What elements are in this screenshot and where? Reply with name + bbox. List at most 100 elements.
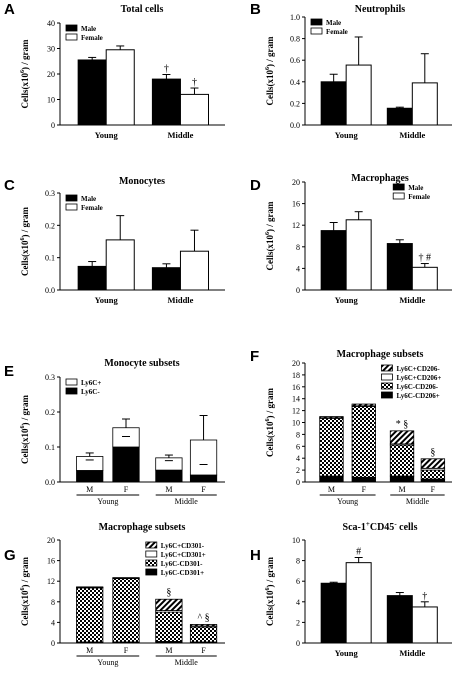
bar-label: M (328, 485, 335, 494)
significance-mark: † (164, 64, 169, 75)
y-tick-label: 0.2 (45, 408, 55, 417)
group-label: Middle (175, 497, 199, 506)
x-category-label: Middle (167, 295, 193, 305)
bar-segment (189, 439, 218, 476)
y-tick-label: 20 (292, 178, 300, 187)
y-axis-label: Cells(x106) / gram (20, 557, 30, 626)
bar-label: M (165, 646, 172, 655)
chart-title: Total cells (121, 4, 164, 15)
x-category-label: Middle (167, 130, 193, 140)
legend-label: Ly6C-CD301+ (161, 569, 204, 577)
bar-label: F (124, 646, 129, 655)
y-tick-label: 0.0 (45, 478, 55, 487)
y-tick-label: 8 (296, 557, 300, 566)
panel-label: G (4, 547, 16, 564)
x-category-label: Middle (399, 130, 425, 140)
y-axis-label: Cells(x106) / gram (265, 201, 275, 270)
legend-label: Male (81, 25, 96, 33)
bar (386, 595, 413, 644)
y-tick-label: 10 (292, 536, 300, 545)
bar-segment (112, 577, 140, 579)
chart-title: Monocyte subsets (104, 358, 179, 369)
bar-segment (112, 578, 140, 643)
legend-swatch (145, 568, 158, 576)
y-tick-label: 16 (292, 383, 300, 392)
bar (320, 582, 347, 644)
group-label: Young (97, 497, 118, 506)
y-tick-label: 0.3 (45, 189, 55, 198)
bar (151, 78, 181, 126)
bar-segment (189, 624, 218, 627)
bar (411, 266, 438, 291)
y-axis-label: Cells(x106) / gram (20, 39, 30, 108)
bar-segment (155, 457, 183, 471)
bar-segment (76, 586, 104, 588)
significance-mark: * § (396, 419, 409, 430)
y-tick-label: 6 (296, 577, 300, 586)
legend-swatch (381, 382, 393, 390)
bar (320, 81, 347, 126)
bar-segment (319, 416, 344, 419)
bar (77, 265, 107, 291)
y-tick-label: 16 (47, 557, 55, 566)
legend-label: Ly6C-CD206- (396, 383, 438, 391)
y-tick-label: 0.1 (45, 254, 55, 263)
legend-swatch (65, 24, 78, 32)
y-tick-label: 4 (296, 454, 300, 463)
bar-segment (76, 470, 104, 483)
panel-label: F (250, 348, 259, 365)
legend-swatch (65, 33, 78, 41)
y-tick-label: 0.8 (290, 35, 300, 44)
bar-segment (155, 611, 183, 642)
bar (179, 93, 209, 126)
bar-segment (112, 446, 140, 483)
y-tick-label: 18 (292, 371, 300, 380)
legend-label: Female (326, 28, 348, 36)
x-category-label: Middle (399, 648, 425, 658)
group-label: Young (97, 658, 118, 667)
legend-swatch (310, 27, 323, 35)
bar-segment (155, 598, 183, 611)
legend-swatch (145, 550, 158, 558)
bar (105, 49, 135, 126)
bar-segment (420, 458, 446, 469)
bar-segment (351, 406, 376, 478)
y-tick-label: 2 (296, 618, 300, 627)
legend-label: Female (81, 34, 103, 42)
bar-segment (420, 469, 446, 480)
bar (105, 239, 135, 291)
legend-swatch (381, 364, 393, 372)
group-label: Middle (406, 497, 430, 506)
legend-swatch (65, 378, 78, 386)
significance-mark: § (166, 587, 171, 598)
y-tick-label: 10 (292, 419, 300, 428)
bar (411, 82, 438, 126)
bar (345, 64, 372, 126)
y-tick-label: 6 (296, 442, 300, 451)
panel-h: H Sca-1+CD45- cells Cells(x106) / gram 0 2 4 6… (250, 520, 452, 658)
y-tick-label: 0.2 (45, 221, 55, 230)
bar-label: M (165, 485, 172, 494)
panel-label: B (250, 1, 261, 18)
legend-label: Male (81, 195, 96, 203)
legend-label: Male (326, 19, 341, 27)
bar-segment (351, 403, 376, 407)
y-tick-label: 0.2 (290, 99, 300, 108)
y-tick-label: 4 (296, 264, 300, 273)
legend-swatch (65, 194, 78, 202)
y-tick-label: 30 (47, 45, 55, 54)
x-category-label: Young (95, 295, 119, 305)
bar-segment (319, 417, 344, 477)
legend-swatch (145, 541, 158, 549)
bar-label: F (201, 646, 206, 655)
bar-segment (420, 478, 446, 483)
legend-swatch (145, 559, 158, 567)
y-tick-label: 0 (296, 639, 300, 648)
y-tick-label: 0.0 (45, 286, 55, 295)
bar (77, 59, 107, 126)
panel-label: D (250, 177, 261, 194)
y-axis-label: Cells(x106) / gram (265, 557, 275, 626)
bar (151, 267, 181, 291)
y-tick-label: 0 (51, 121, 55, 130)
legend-label: Ly6C+ (81, 379, 101, 387)
